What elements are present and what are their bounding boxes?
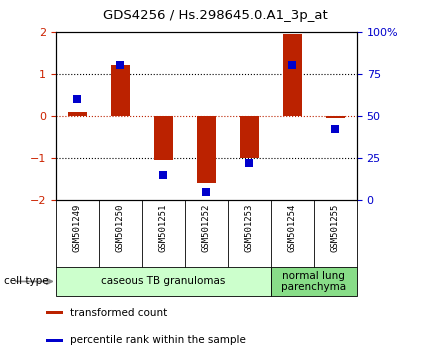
Bar [68, 112, 87, 116]
Point [289, 63, 296, 68]
Text: percentile rank within the sample: percentile rank within the sample [71, 335, 246, 345]
Point [246, 160, 253, 166]
Bar [56, 267, 271, 296]
Text: GSM501250: GSM501250 [116, 203, 125, 252]
Text: GSM501252: GSM501252 [202, 203, 211, 252]
Bar [326, 116, 345, 118]
Text: transformed count: transformed count [71, 308, 168, 318]
Bar [283, 34, 302, 116]
Text: caseous TB granulomas: caseous TB granulomas [101, 276, 226, 286]
Text: GSM501255: GSM501255 [331, 203, 340, 252]
Bar [154, 116, 173, 160]
Text: GSM501254: GSM501254 [288, 203, 297, 252]
Text: GSM501249: GSM501249 [73, 203, 82, 252]
Point [203, 189, 210, 194]
Bar [271, 267, 357, 296]
Point [332, 127, 339, 132]
Point [160, 172, 167, 178]
Text: normal lung
parenchyma: normal lung parenchyma [281, 270, 347, 292]
Bar [46, 311, 63, 314]
Point [74, 96, 81, 102]
Text: cell type: cell type [4, 276, 49, 286]
Point [117, 63, 124, 68]
Bar [240, 116, 259, 158]
Text: GDS4256 / Hs.298645.0.A1_3p_at: GDS4256 / Hs.298645.0.A1_3p_at [103, 9, 327, 22]
Bar [46, 339, 63, 342]
Bar [111, 65, 130, 116]
Text: GSM501251: GSM501251 [159, 203, 168, 252]
Bar [197, 116, 216, 183]
Text: GSM501253: GSM501253 [245, 203, 254, 252]
